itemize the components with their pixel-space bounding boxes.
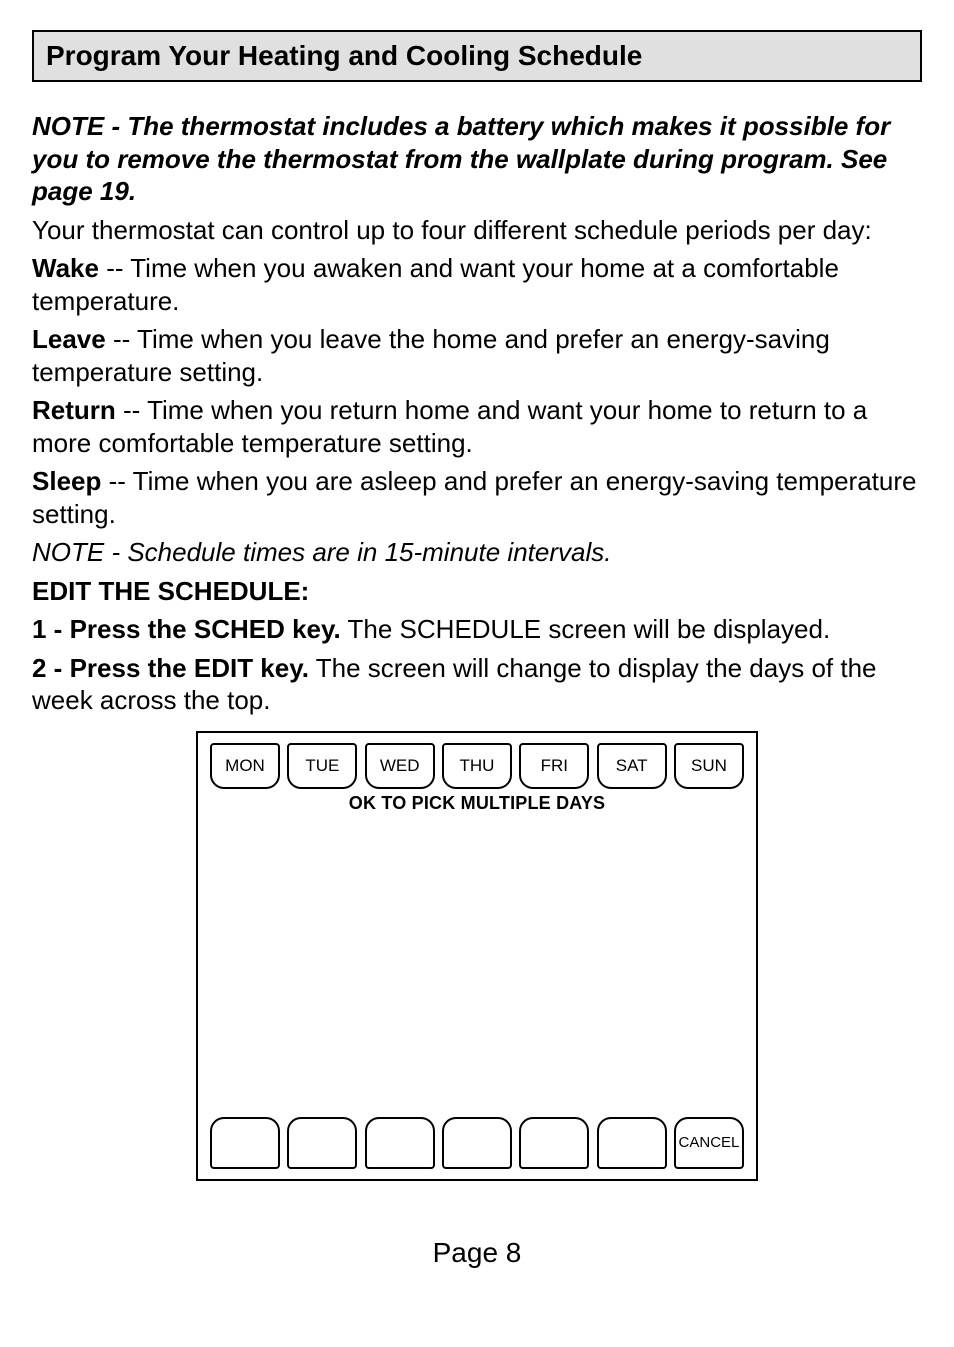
schedule-note: NOTE - Schedule times are in 15-minute i… [32,536,922,569]
edit-schedule-heading: EDIT THE SCHEDULE: [32,575,922,608]
step-1-bold: 1 - Press the SCHED key. [32,614,341,644]
step-1: 1 - Press the SCHED key. The SCHEDULE sc… [32,613,922,646]
thermostat-screen: MON TUE WED THU FRI SAT SUN OK TO PICK M… [196,731,758,1181]
return-paragraph: Return -- Time when you return home and … [32,394,922,459]
day-button-sat[interactable]: SAT [597,743,667,789]
step-2: 2 - Press the EDIT key. The screen will … [32,652,922,717]
day-label: THU [460,756,495,776]
day-row: MON TUE WED THU FRI SAT SUN [198,733,756,789]
day-button-sun[interactable]: SUN [674,743,744,789]
step-2-bold: 2 - Press the EDIT key. [32,653,309,683]
sleep-paragraph: Sleep -- Time when you are asleep and pr… [32,465,922,530]
day-button-fri[interactable]: FRI [519,743,589,789]
day-label: WED [380,756,420,776]
page-number: Page 8 [32,1237,922,1269]
blank-button-5[interactable] [519,1117,589,1169]
blank-button-6[interactable] [597,1117,667,1169]
intro-paragraph: Your thermostat can control up to four d… [32,214,922,247]
day-label: SUN [691,756,727,776]
day-label: MON [225,756,265,776]
leave-label: Leave [32,324,106,354]
blank-button-3[interactable] [365,1117,435,1169]
sleep-label: Sleep [32,466,101,496]
section-title: Program Your Heating and Cooling Schedul… [46,40,642,71]
day-label: TUE [305,756,339,776]
blank-button-2[interactable] [287,1117,357,1169]
bottom-button-row: CANCEL [198,1117,756,1169]
return-label: Return [32,395,116,425]
wake-paragraph: Wake -- Time when you awaken and want yo… [32,252,922,317]
blank-button-1[interactable] [210,1117,280,1169]
leave-text: -- Time when you leave the home and pref… [32,324,830,387]
wake-label: Wake [32,253,99,283]
day-button-tue[interactable]: TUE [287,743,357,789]
blank-button-4[interactable] [442,1117,512,1169]
day-label: FRI [541,756,568,776]
day-label: SAT [616,756,648,776]
multi-day-hint: OK TO PICK MULTIPLE DAYS [198,793,756,814]
day-button-thu[interactable]: THU [442,743,512,789]
wake-text: -- Time when you awaken and want your ho… [32,253,839,316]
sleep-text: -- Time when you are asleep and prefer a… [32,466,916,529]
step-1-rest: The SCHEDULE screen will be displayed. [341,614,830,644]
section-header: Program Your Heating and Cooling Schedul… [32,30,922,82]
day-button-mon[interactable]: MON [210,743,280,789]
cancel-label: CANCEL [679,1134,740,1151]
cancel-button[interactable]: CANCEL [674,1117,744,1169]
return-text: -- Time when you return home and want yo… [32,395,867,458]
leave-paragraph: Leave -- Time when you leave the home an… [32,323,922,388]
note-paragraph: NOTE - The thermostat includes a battery… [32,110,922,208]
note-text: NOTE - The thermostat includes a battery… [32,111,890,206]
day-button-wed[interactable]: WED [365,743,435,789]
